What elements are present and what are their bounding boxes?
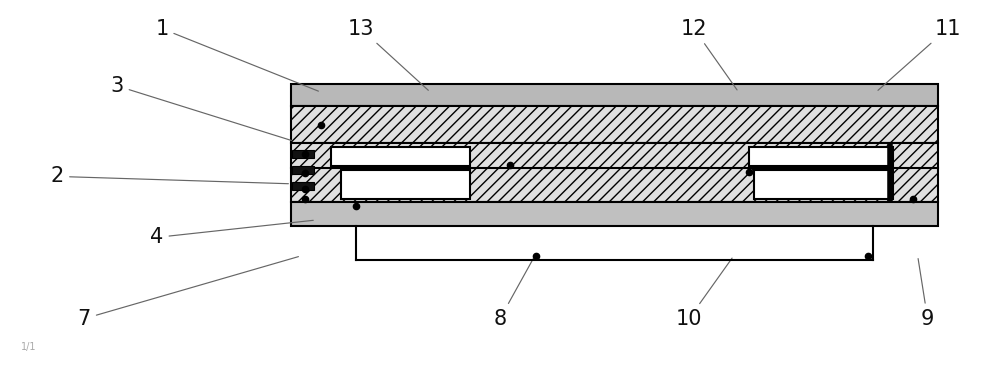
Bar	[291, 202, 938, 226]
Text: 8: 8	[493, 258, 533, 328]
Text: 13: 13	[348, 19, 428, 90]
Text: 3: 3	[111, 76, 291, 141]
Bar	[291, 106, 938, 143]
Text: 10: 10	[676, 258, 732, 328]
Text: 7: 7	[78, 256, 298, 328]
Text: 1/1: 1/1	[21, 342, 36, 352]
Bar	[749, 147, 893, 166]
Text: 1: 1	[155, 19, 318, 91]
Bar	[291, 84, 938, 106]
Text: 12: 12	[681, 19, 737, 90]
Bar	[292, 166, 314, 174]
Text: 9: 9	[918, 259, 934, 328]
Text: 2: 2	[51, 166, 288, 186]
Bar	[341, 170, 470, 199]
Text: 4: 4	[150, 220, 313, 248]
Bar	[331, 147, 470, 166]
Bar	[754, 170, 893, 199]
Bar	[292, 182, 314, 190]
Text: 11: 11	[878, 19, 961, 90]
Bar	[292, 150, 314, 158]
Bar	[291, 143, 938, 202]
